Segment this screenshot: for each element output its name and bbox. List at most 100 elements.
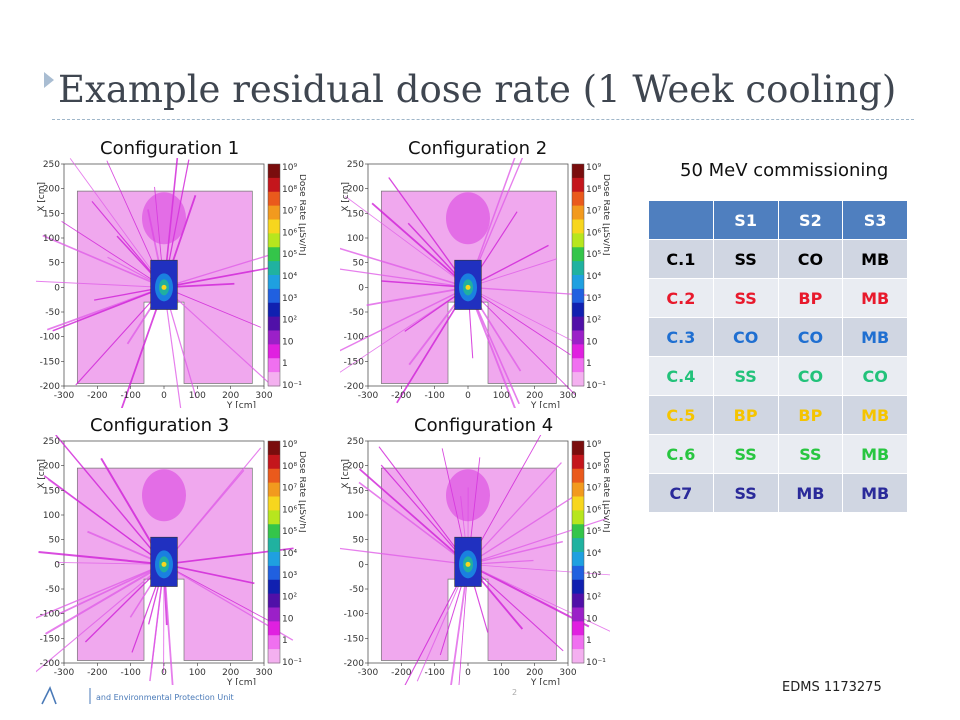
y-axis-title: X [cm] [341,182,351,212]
x-tick-label: -300 [358,668,379,678]
colorbar-tick-label: 10⁹ [586,440,601,450]
colorbar-segment [572,205,584,220]
table-cell: MB [842,317,908,357]
colorbar-segment [268,468,280,484]
y-tick-label: 250 [43,437,60,447]
colorbar-tick-label: 10⁻¹ [586,658,606,668]
config-id-cell: C.2 [648,278,714,318]
table-cell: MB [842,395,908,435]
colorbar-segment [268,316,280,331]
table-row: C7 SS MB MB [648,473,908,513]
config-id-cell: C.6 [648,434,714,474]
plot-label-1: Configuration 1 [100,138,240,159]
colorbar-segment [268,302,280,318]
colorbar-segment [572,275,584,290]
table-cell: SS [712,278,779,318]
y-tick-label: -50 [349,585,364,595]
colorbar-segment [268,552,280,567]
plot-label-3: Configuration 3 [90,415,230,436]
y-tick-label: 200 [347,462,364,472]
table-row: C.4 SS CO CO [648,356,908,396]
colorbar-segment [572,316,584,331]
colorbar-segment [268,510,280,525]
colorbar-segment [572,164,584,179]
y-tick-label: -100 [40,333,61,343]
x-tick-label: 300 [559,668,576,678]
y-axis-title: X [cm] [341,459,351,489]
colorbar-segment [268,565,280,581]
y-tick-label: -50 [45,585,60,595]
y-tick-label: 0 [358,560,364,570]
colorbar-segment [572,177,584,193]
x-axis-title: Y [cm] [226,678,256,685]
y-axis-title: X [cm] [37,182,47,212]
table-cell: MB [842,473,908,513]
colorbar-tick-label: 10⁹ [586,163,601,173]
colorbar-tick-label: 10⁻¹ [282,658,302,668]
colorbar-segment [572,330,584,345]
dose-map-svg: -300 -200 -100 0 100 200 300250200150100500-50… [340,435,610,685]
page-mark: 2 [512,688,518,697]
table-cell: SS [712,239,779,279]
colorbar-segment [268,593,280,608]
colorbar-segment [572,191,584,207]
table-cell: CO [777,317,844,357]
table-header-cell: S3 [842,200,908,240]
colorbar-segment [572,454,584,470]
y-tick-label: 50 [353,536,365,546]
y-tick-label: 0 [54,560,60,570]
colorbar-segment [572,372,584,387]
table-cell: BP [712,395,779,435]
colorbar-segment [268,275,280,290]
y-tick-label: 100 [43,511,60,521]
colorbar-title: Dose Rate [µSv/h] [297,451,306,533]
colorbar-tick-label: 10² [282,593,297,603]
y-tick-label: -150 [344,357,365,367]
colorbar-segment [268,344,280,359]
colorbar-segment [572,593,584,608]
y-tick-label: 150 [43,486,60,496]
x-tick-label: 100 [189,391,206,401]
colorbar-tick-label: 10⁴ [586,549,601,559]
plot-label-2: Configuration 2 [408,138,548,159]
colorbar-segment [572,441,584,456]
colorbar-tick-label: 10⁴ [282,549,297,559]
colorbar-tick-label: 10 [282,614,294,624]
colorbar-segment [572,219,584,234]
colorbar-segment [572,510,584,525]
y-tick-label: 200 [347,185,364,195]
colorbar-segment [268,635,280,650]
table-cell: SS [712,434,779,474]
x-tick-label: -300 [358,391,379,401]
x-tick-label: 300 [255,668,272,678]
y-tick-label: 250 [347,437,364,447]
table-cell: MB [842,278,908,318]
colorbar-segment [268,621,280,636]
colorbar-tick-label: 10³ [282,294,297,304]
y-tick-label: 150 [347,486,364,496]
colorbar-segment [268,579,280,595]
colorbar-tick-label: 10⁶ [282,505,297,515]
colorbar-tick-label: 1 [586,359,592,369]
colorbar-segment [572,538,584,553]
y-tick-label: 100 [347,234,364,244]
colorbar-segment [572,288,584,304]
colorbar-segment [268,649,280,664]
colorbar-title: Dose Rate [µSv/h] [601,451,610,533]
x-tick-label: -100 [424,391,445,401]
colorbar-segment [572,302,584,318]
table-row: C.2 SS BP MB [648,278,908,318]
dose-map-plot-4: -300 -200 -100 0 100 200 300 250 200 150 100 50 0 -50… [340,435,610,685]
colorbar-segment [572,621,584,636]
colorbar-segment [572,579,584,595]
colorbar-tick-label: 10⁴ [586,272,601,282]
x-tick-label: 200 [222,668,239,678]
table-cell: SS [712,356,779,396]
y-tick-label: 50 [49,536,61,546]
config-id-cell: C7 [648,473,714,513]
colorbar-tick-label: 10⁹ [282,440,297,450]
colorbar-segment [572,496,584,511]
x-tick-label: 200 [222,391,239,401]
dose-map-svg: -300 -200 -100 0 100 200 300250200150100500-50… [36,435,306,685]
y-tick-label: -100 [344,610,365,620]
